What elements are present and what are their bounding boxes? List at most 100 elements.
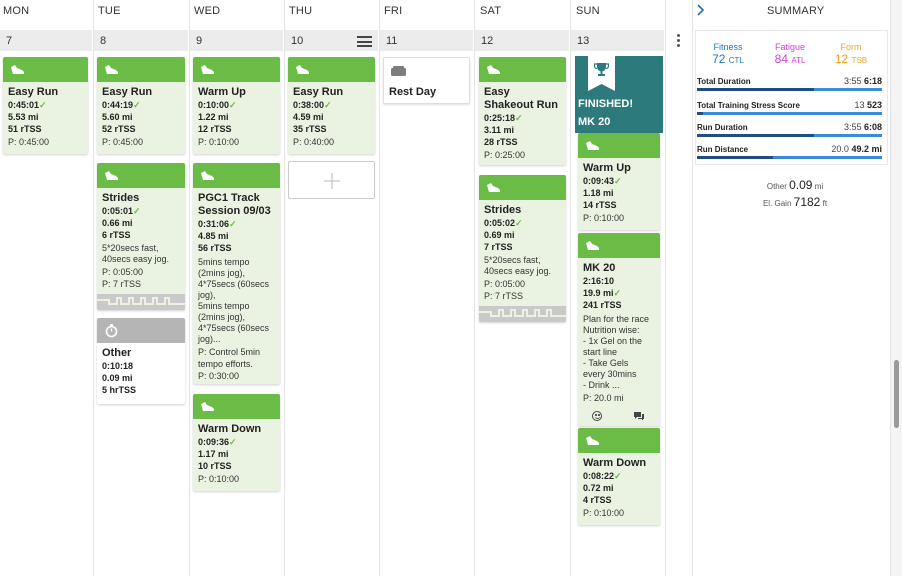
day-header-wed: WED (194, 5, 221, 17)
workout-type-band (193, 57, 280, 82)
workout-card-sun-warm-up[interactable]: Warm Up 0:09:43✓ 1.18 mi 14 rTSS P: 0:10… (578, 133, 660, 230)
workout-duration: 0:38:00✓ (288, 99, 375, 111)
gain-unit: ft (822, 199, 828, 208)
interval-graph (97, 297, 185, 305)
next-week-arrow[interactable] (695, 4, 705, 19)
workout-tss: 12 rTSS (198, 124, 232, 134)
comments-icon[interactable] (633, 411, 645, 421)
workout-distance: 4.85 mi (198, 231, 229, 241)
planned-value: 3:55 (843, 122, 862, 132)
workout-type-band (97, 318, 185, 343)
workout-type-band (193, 163, 280, 188)
workout-title: Warm Up (583, 162, 631, 174)
workout-planned: P: 0:45:00 (8, 137, 50, 147)
workout-description-line: (2mins jog), (198, 312, 246, 322)
workout-title: Warm Up (198, 86, 246, 98)
workout-card-wed-track-session[interactable]: PGC1 Track Session 09/03 0:31:06✓ 4.85 m… (193, 163, 280, 384)
day-header-fri: FRI (384, 5, 403, 17)
more-options-icon[interactable] (677, 34, 681, 48)
event-name: MK 20 (578, 116, 611, 128)
check-icon: ✓ (515, 218, 523, 228)
run-shoe-icon (201, 171, 214, 180)
workout-type-band (3, 57, 88, 82)
scrollbar-track[interactable] (891, 0, 902, 576)
workout-description-line: jog)... (198, 334, 221, 344)
check-icon: ✓ (229, 437, 237, 447)
workout-type-band (288, 57, 375, 82)
week-menu-icon[interactable] (357, 36, 372, 47)
workout-card-tue-easy-run[interactable]: Easy Run 0:44:19✓ 5.60 mi 52 rTSS P: 0:4… (97, 57, 185, 154)
workout-card-thu-easy-run[interactable]: Easy Run 0:38:00✓ 4.59 mi 35 rTSS P: 0:4… (288, 57, 375, 154)
day-number-13: 13 (571, 30, 664, 51)
workout-card-wed-warm-down[interactable]: Warm Down 0:09:36✓ 1.17 mi 10 rTSS P: 0:… (193, 394, 280, 491)
run-shoe-icon (105, 65, 118, 74)
workout-title: Easy Run (293, 86, 344, 98)
workout-type-band (193, 394, 280, 419)
workout-description-line: - Drink ... (583, 380, 620, 390)
workout-planned-tss: P: 7 rTSS (484, 291, 524, 301)
rest-day-card[interactable]: Rest Day (383, 57, 470, 104)
workout-distance: 5.53 mi (8, 112, 39, 122)
workout-distance: 1.17 mi (198, 449, 229, 459)
workout-duration: 0:25:18✓ (479, 112, 566, 124)
planned-value: 3:55 (843, 76, 862, 86)
tss-bar (697, 112, 882, 115)
workout-description-line: 4*75secs (60secs (198, 323, 270, 333)
workout-planned-note: P: Control 5min (198, 347, 261, 357)
fitness-value: 72 (712, 52, 726, 66)
event-finished-card[interactable]: FINISHED! MK 20 (575, 56, 663, 133)
workout-card-wed-warm-up[interactable]: Warm Up 0:10:00✓ 1.22 mi 12 rTSS P: 0:10… (193, 57, 280, 154)
workout-description-line: jog), (198, 290, 216, 300)
feeling-smiley-icon[interactable] (592, 411, 602, 421)
workout-type-band (578, 428, 660, 453)
run-shoe-icon (105, 171, 118, 180)
duration-value: 0:25:18 (484, 113, 516, 123)
column-divider (570, 0, 571, 576)
duration-value: 0:08:22 (583, 471, 615, 481)
workout-distance: 1.22 mi (198, 112, 229, 122)
scrollbar-thumb[interactable] (894, 360, 899, 428)
workout-card-tue-other[interactable]: Other 0:10:18 0.09 mi 5 hrTSS (97, 318, 185, 404)
gain-value: 7182 (793, 195, 821, 209)
check-icon: ✓ (614, 176, 622, 186)
run-duration-values: 3:55 6:08 (810, 122, 882, 132)
check-icon: ✓ (229, 219, 237, 229)
fatigue-label: Fatigue (774, 42, 806, 52)
workout-planned: P: 0:10:00 (198, 474, 240, 484)
workout-tss: 7 rTSS (484, 242, 513, 252)
workout-card-sat-strides[interactable]: Strides 0:05:02✓ 0.69 mi 7 rTSS 5*20secs… (479, 175, 566, 322)
add-workout-button[interactable] (288, 161, 375, 199)
workout-description-line: 5mins tempo (198, 301, 250, 311)
workout-structure-graph (479, 306, 566, 322)
workout-card-sun-warm-down[interactable]: Warm Down 0:08:22✓ 0.72 mi 4 rTSS P: 0:1… (578, 428, 660, 525)
day-header-tue: TUE (98, 5, 121, 17)
workout-planned: P: 0:10:00 (583, 213, 625, 223)
workout-card-sun-mk20[interactable]: MK 20 2:16:10 19.9 mi✓ 241 rTSS Plan for… (578, 233, 660, 426)
duration-value: 0:44:19 (102, 100, 134, 110)
workout-type-band (479, 175, 566, 200)
workout-title: PGC1 Track Session 09/03 (198, 192, 271, 217)
day-number-8: 8 (94, 30, 188, 51)
day-number-10: 10 (285, 30, 378, 51)
workout-type-band (97, 163, 185, 188)
workout-card-tue-strides[interactable]: Strides 0:05:01✓ 0.66 mi 6 rTSS 5*20secs… (97, 163, 185, 310)
run-shoe-icon (201, 65, 214, 74)
workout-title: Strides (484, 204, 522, 216)
workout-description-line: (2mins jog), (198, 268, 246, 278)
run-shoe-icon (487, 183, 500, 192)
workout-title: Easy Run (102, 86, 153, 98)
column-divider (692, 0, 693, 576)
workout-planned: P: 0:25:00 (484, 150, 526, 160)
fitness-label: Fitness (713, 42, 743, 52)
column-divider (474, 0, 475, 576)
workout-card-sat-shakeout-run[interactable]: Easy Shakeout Run 0:25:18✓ 3.11 mi 28 rT… (479, 57, 566, 165)
elevation-gain: El. Gain 7182 ft (730, 195, 860, 209)
workout-card-mon-easy-run[interactable]: Easy Run 0:45:01✓ 5.53 mi 51 rTSS P: 0:4… (3, 57, 88, 154)
duration-value: 0:45:01 (8, 100, 40, 110)
chevron-right-icon (697, 4, 705, 16)
fatigue-metric: Fatigue 84 ATL (765, 42, 815, 68)
actual-value: 523 (866, 100, 882, 110)
fatigue-unit: ATL (791, 56, 806, 65)
run-shoe-icon (586, 141, 599, 150)
workout-title: MK 20 (583, 262, 616, 274)
